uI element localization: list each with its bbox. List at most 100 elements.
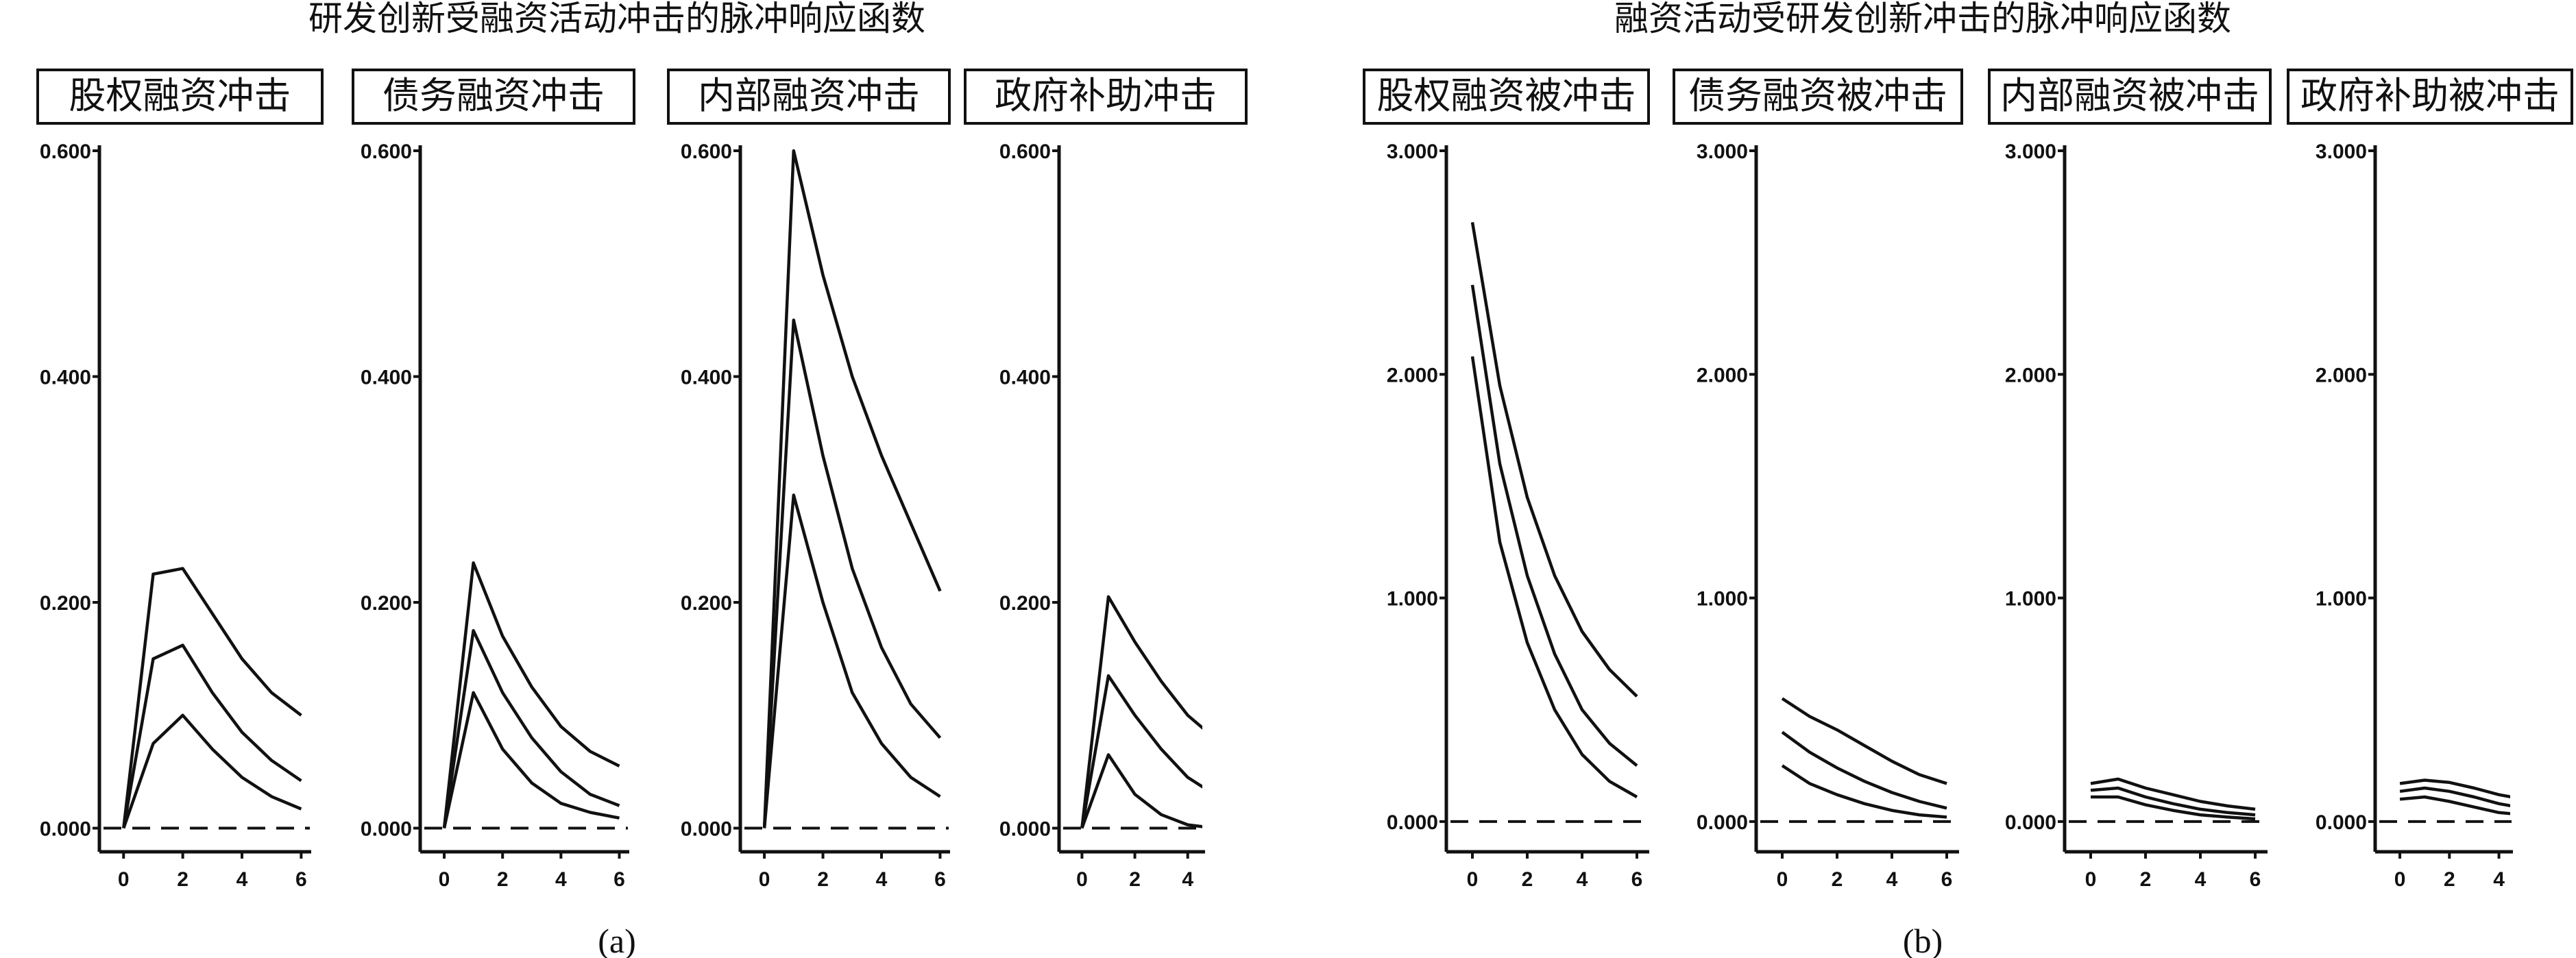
x-tick-label: 6 [1941,868,1953,891]
response-line-2 [442,628,620,828]
panel-title-box [1988,69,2272,125]
panel-6: 债务融资被冲击 0.000 1.000 2.000 3.000 0 2 4 6 [1673,69,1963,891]
response-line-3 [1080,753,1202,829]
x-tick-label: 2 [1129,868,1141,891]
response-line-1 [762,149,942,828]
x-tick-label: 2 [2140,868,2152,891]
panel-title-box [667,69,951,125]
y-tick-label: 2.000 [1697,364,1748,386]
response-line-3 [2091,795,2256,821]
y-tick-label: 0.000 [2316,811,2367,834]
y-tick-label: 0.600 [40,140,91,163]
x-tick-label: 0 [439,868,450,891]
x-tick-label: 0 [2394,868,2406,891]
series-group [1470,222,1638,798]
response-line-3 [2399,795,2510,815]
panel-title: 内部融资冲击 [698,74,920,117]
series-group [442,561,620,828]
panel-title-box [1673,69,1963,125]
y-tick-label: 3.000 [1387,140,1438,163]
x-tick-label: 4 [2195,868,2207,891]
y-tick-label: 1.000 [1387,588,1438,611]
y-tick-label: 0.400 [999,367,1051,389]
panel-1: 股权融资冲击 0.000 0.200 0.400 0.600 0 2 4 6 [36,69,324,891]
x-tick-label: 4 [2493,868,2505,891]
response-line-3 [1781,764,1947,819]
panel-title: 股权融资冲击 [69,74,291,117]
panel-4: 政府补助冲击 0.000 0.200 0.400 0.600 0 2 4 [964,69,1248,891]
y-tick-label: 0.200 [361,592,412,615]
response-line-2 [1470,284,1638,767]
panel-8: 政府补助被冲击 0.000 1.000 2.000 3.000 0 2 4 [2287,69,2573,891]
y-tick-label: 0.400 [361,367,412,389]
response-line-1 [122,567,302,828]
panel-title: 政府补助冲击 [995,74,1217,117]
response-line-2 [122,643,302,828]
series-group [1080,595,1202,829]
y-tick-label: 1.000 [2316,588,2367,611]
y-tick-label: 0.000 [361,818,412,841]
x-tick-label: 4 [1886,868,1898,891]
response-line-2 [2090,786,2256,817]
x-tick-label: 2 [177,868,189,891]
response-line-3 [762,493,941,828]
y-tick-label: 1.000 [2005,588,2056,611]
panel-title: 债务融资被冲击 [1688,74,1947,117]
x-tick-label: 2 [497,868,509,891]
x-tick-label: 6 [295,868,307,891]
panel-title-box [964,69,1248,125]
y-tick-label: 0.000 [40,818,91,841]
y-tick-label: 0.600 [681,140,732,163]
panel-title-box [1363,69,1650,125]
group-b-title: 融资活动受研发创新冲击的脉冲响应函数 [1614,0,2231,38]
series-group [122,567,302,829]
response-line-1 [1080,595,1202,828]
response-line-1 [442,561,620,828]
x-tick-label: 6 [2250,868,2261,891]
response-line-3 [122,713,302,829]
x-tick-label: 2 [1832,868,1843,891]
group-a-title: 研发创新受融资活动冲击的脉冲响应函数 [308,0,925,38]
panel-title: 债务融资冲击 [382,74,605,117]
x-tick-label: 0 [759,868,770,891]
panel-title-box [352,69,635,125]
panel-2: 债务融资冲击 0.000 0.200 0.400 0.600 0 2 4 6 [352,69,635,891]
y-tick-label: 2.000 [1387,364,1438,386]
panel-title: 内部融资被冲击 [2000,74,2259,117]
response-line-2 [762,318,942,828]
response-line-1 [1781,697,1947,785]
panel-3: 内部融资冲击 0.000 0.200 0.400 0.600 0 2 4 6 [667,69,951,891]
y-tick-label: 0.600 [361,140,412,163]
response-line-3 [1470,356,1638,798]
x-tick-label: 4 [1577,868,1588,891]
y-tick-label: 2.000 [2005,364,2056,386]
response-line-1 [2399,778,2510,798]
y-tick-label: 0.000 [1697,811,1748,834]
x-tick-label: 4 [876,868,888,891]
y-tick-label: 0.000 [2005,811,2056,834]
y-tick-label: 3.000 [2316,140,2367,163]
y-tick-label: 2.000 [2316,364,2367,386]
y-tick-label: 0.000 [1387,811,1438,834]
panel-5: 股权融资被冲击 0.000 1.000 2.000 3.000 0 2 4 6 [1363,69,1650,891]
x-tick-label: 2 [1522,868,1533,891]
y-tick-label: 1.000 [1697,588,1748,611]
group-a-caption: (a) [598,922,636,958]
x-tick-label: 4 [1182,868,1193,891]
x-tick-label: 2 [2444,868,2455,891]
x-tick-label: 2 [817,868,829,891]
x-tick-label: 0 [1467,868,1479,891]
response-line-2 [1080,674,1202,828]
x-tick-label: 6 [1631,868,1643,891]
response-line-2 [1781,730,1947,810]
y-tick-label: 0.400 [681,367,732,389]
y-tick-label: 0.000 [681,818,732,841]
y-tick-label: 3.000 [2005,140,2056,163]
series-group [2399,778,2510,815]
response-line-3 [442,691,620,828]
panel-title: 股权融资被冲击 [1377,74,1636,117]
x-tick-label: 0 [1777,868,1788,891]
y-tick-label: 0.000 [999,818,1051,841]
x-tick-label: 0 [1076,868,1088,891]
